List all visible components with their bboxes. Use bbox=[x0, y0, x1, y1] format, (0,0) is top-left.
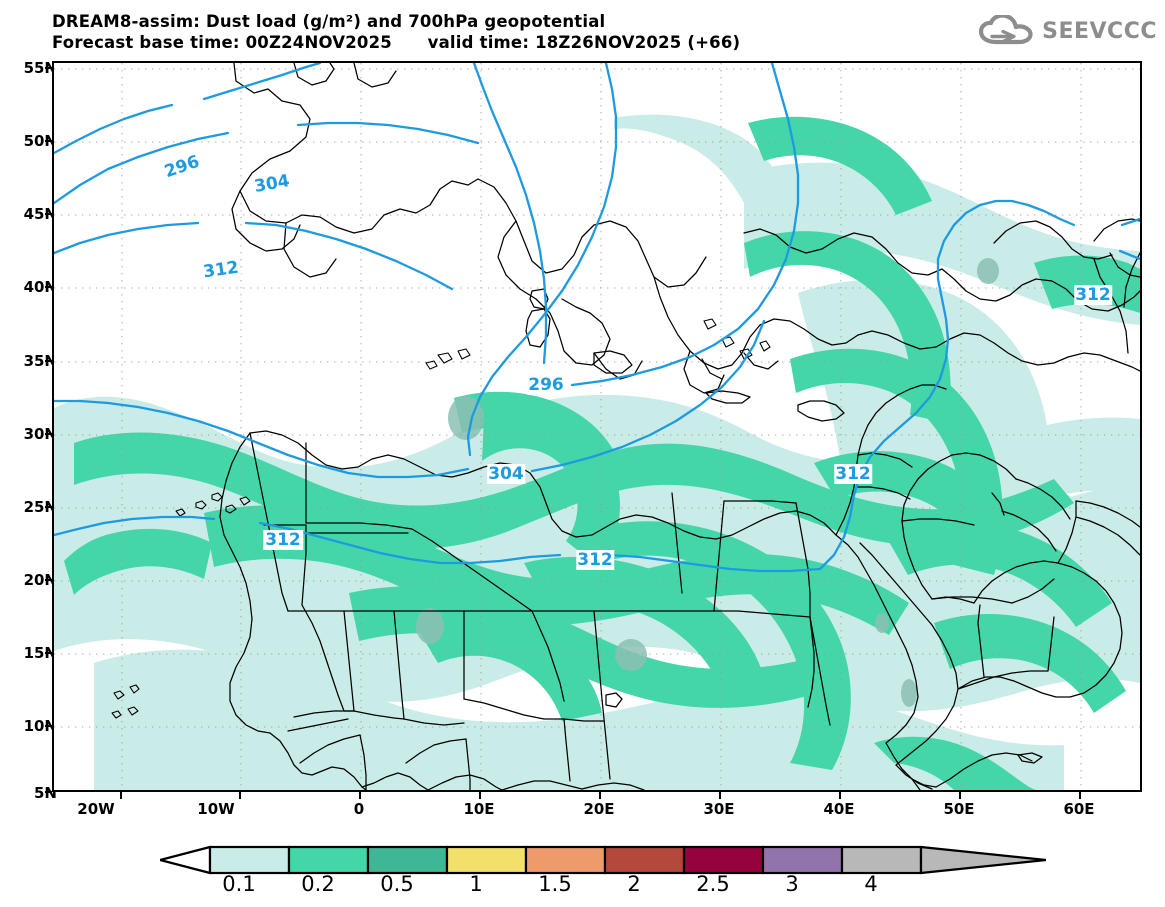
y-tick bbox=[45, 579, 52, 581]
x-tick bbox=[239, 792, 241, 799]
colorbar-label-0p2: 0.2 bbox=[301, 872, 335, 896]
x-tick bbox=[719, 792, 721, 799]
colorbar-cell-0p5 bbox=[366, 845, 449, 875]
cloud-wind-icon bbox=[979, 15, 1033, 45]
y-axis-label-50n: 50N bbox=[23, 132, 57, 150]
y-axis-label-45n: 45N bbox=[23, 205, 57, 223]
x-tick bbox=[839, 792, 841, 799]
map-plot-area[interactable]: 296 304 312 296 304 312 312 312 312 bbox=[52, 61, 1142, 792]
dust-core-caspian bbox=[977, 258, 999, 284]
colorbar-label-1: 1 bbox=[469, 872, 483, 896]
colorbar[interactable] bbox=[160, 843, 1046, 877]
x-axis-label-20e: 20E bbox=[583, 800, 615, 818]
colorbar-label-0p1: 0.1 bbox=[222, 872, 256, 896]
y-tick bbox=[45, 360, 52, 362]
x-tick bbox=[359, 792, 361, 799]
x-axis-label-10e: 10E bbox=[463, 800, 495, 818]
x-tick bbox=[599, 792, 601, 799]
x-axis-label-50e: 50E bbox=[943, 800, 975, 818]
x-axis-label-60e: 60E bbox=[1063, 800, 1095, 818]
colorbar-cell-2 bbox=[603, 845, 686, 875]
y-axis-label-30n: 30N bbox=[23, 425, 57, 443]
contour-label-304-algeria: 304 bbox=[487, 464, 525, 484]
y-axis-label-55n: 55N bbox=[23, 59, 57, 77]
dust-level-0p2 bbox=[64, 116, 1140, 790]
y-tick bbox=[45, 652, 52, 654]
geopotential-contours bbox=[54, 63, 1140, 573]
x-tick bbox=[959, 792, 961, 799]
colorbar-cell-1p5 bbox=[524, 845, 607, 875]
colorbar-cell-3 bbox=[761, 845, 844, 875]
x-axis-label-20w: 20W bbox=[77, 800, 115, 818]
y-axis-label-20n: 20N bbox=[23, 571, 57, 589]
colorbar-label-0p5: 0.5 bbox=[380, 872, 414, 896]
contour-label-312-sahara-east: 312 bbox=[576, 550, 614, 570]
y-tick bbox=[45, 433, 52, 435]
page-title: DREAM8-assim: Dust load (g/m²) and 700hP… bbox=[52, 12, 606, 31]
x-tick bbox=[120, 792, 122, 799]
coastlines bbox=[111, 63, 1140, 790]
contour-label-312-caspian: 312 bbox=[1074, 285, 1112, 305]
y-axis-label-5n: 5N bbox=[34, 784, 57, 802]
y-tick bbox=[45, 213, 52, 215]
x-tick bbox=[1079, 792, 1081, 799]
contour-label-296-med: 296 bbox=[527, 375, 565, 395]
y-tick bbox=[45, 506, 52, 508]
colorbar-label-2: 2 bbox=[627, 872, 641, 896]
dust-core-mali bbox=[416, 608, 444, 644]
colorbar-label-2p5: 2.5 bbox=[696, 872, 730, 896]
y-axis-label-40n: 40N bbox=[23, 278, 57, 296]
contour-label-312-levant: 312 bbox=[834, 464, 872, 484]
contour-label-312-sahara-west: 312 bbox=[263, 530, 303, 550]
header: DREAM8-assim: Dust load (g/m²) and 700hP… bbox=[0, 0, 1165, 58]
colorbar-cell-0p2 bbox=[287, 845, 370, 875]
y-axis-label-15n: 15N bbox=[23, 644, 57, 662]
y-tick bbox=[45, 725, 52, 727]
y-axis-label-35n: 35N bbox=[23, 352, 57, 370]
colorbar-cell-0p1 bbox=[208, 845, 291, 875]
colorbar-over-arrow bbox=[919, 845, 1046, 875]
x-axis-label-40e: 40E bbox=[823, 800, 855, 818]
x-axis-label-30e: 30E bbox=[703, 800, 735, 818]
dust-core-arabia bbox=[875, 613, 889, 633]
seevccc-logo: SEEVCCC bbox=[979, 14, 1157, 50]
colorbar-cell-4 bbox=[840, 845, 923, 875]
x-tick bbox=[479, 792, 481, 799]
y-tick bbox=[45, 286, 52, 288]
logo-text: SEEVCCC bbox=[1042, 19, 1157, 44]
y-tick bbox=[45, 67, 52, 69]
y-tick bbox=[45, 791, 52, 793]
dust-core-redsea bbox=[901, 679, 917, 707]
colorbar-label-3: 3 bbox=[785, 872, 799, 896]
colorbar-cell-1 bbox=[445, 845, 528, 875]
colorbar-label-1p5: 1.5 bbox=[538, 872, 572, 896]
y-axis-label-25n: 25N bbox=[23, 498, 57, 516]
dust-core-chad bbox=[615, 639, 647, 671]
forecast-time-subtitle: Forecast base time: 00Z24NOV2025 valid t… bbox=[52, 33, 741, 52]
y-tick bbox=[45, 140, 52, 142]
dust-load-map bbox=[54, 63, 1140, 790]
x-axis-label-10w: 10W bbox=[197, 800, 235, 818]
y-axis-label-10n: 10N bbox=[23, 717, 57, 735]
colorbar-cell-2p5 bbox=[682, 845, 765, 875]
colorbar-under-arrow bbox=[160, 845, 212, 875]
colorbar-label-4: 4 bbox=[864, 872, 878, 896]
x-axis-label-0: 0 bbox=[353, 800, 365, 818]
colorbar-svg bbox=[160, 845, 1046, 875]
